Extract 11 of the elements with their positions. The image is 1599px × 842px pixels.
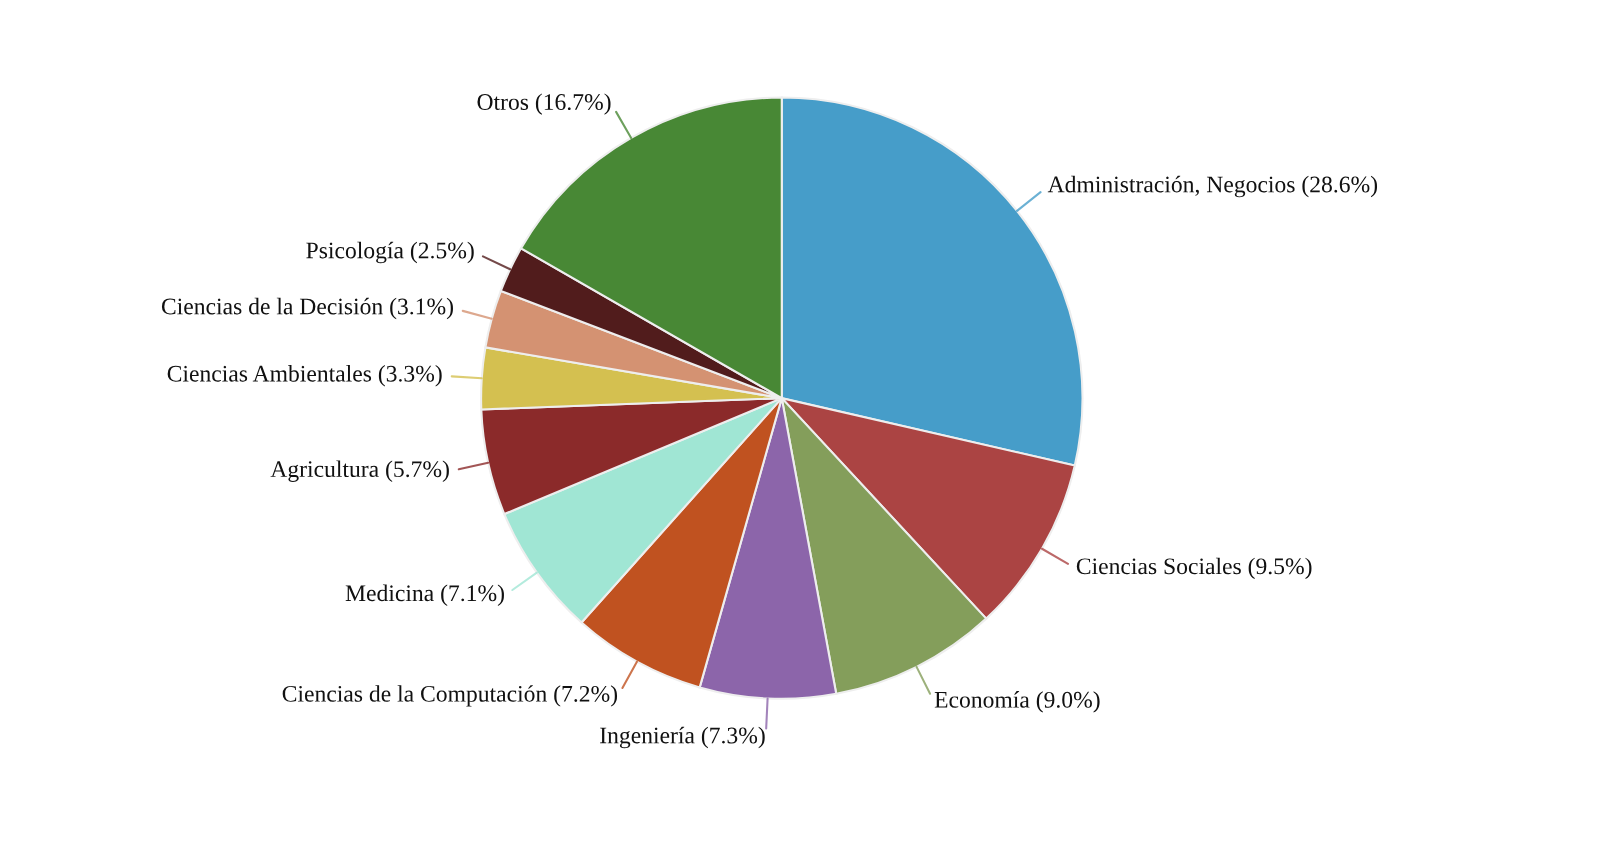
slice-label: Ingeniería (7.3%) [600, 726, 765, 749]
slice-label: Administración, Negocios (28.6%) [1047, 175, 1378, 198]
slice-label: Agricultura (5.7%) [270, 460, 449, 482]
slice-label: Medicina (7.1%) [345, 584, 504, 606]
slice-label: Ciencias Sociales (9.5%) [1076, 557, 1312, 580]
slice-label: Ciencias de la Computación (7.2%) [282, 685, 618, 707]
slice-label: Otros (16.7%) [477, 93, 611, 115]
slice-label: Economía (9.0%) [934, 691, 1100, 713]
slice-label: Ciencias Ambientales (3.3%) [167, 365, 442, 387]
slice-label: Ciencias de la Decisión (3.1%) [161, 297, 453, 320]
slice-label: Psicología (2.5%) [306, 241, 474, 264]
